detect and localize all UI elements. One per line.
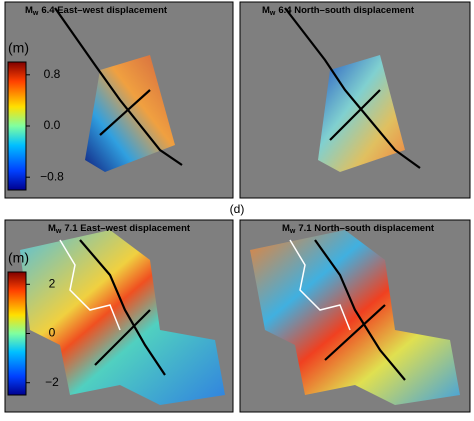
panel-title: Mw 7.1 North–south displacement xyxy=(282,223,435,235)
faults xyxy=(54,7,421,381)
figure-label: (d) xyxy=(230,202,245,216)
colorbar-tick-label: 2 xyxy=(49,276,56,290)
colorbar-tick-label: −0.8 xyxy=(40,169,64,183)
displacement-map xyxy=(20,230,225,405)
colorbar xyxy=(7,61,27,191)
colorbar xyxy=(7,271,27,396)
colorbar-tick-label: 0 xyxy=(49,326,56,340)
colorbar-tick-label: 0.0 xyxy=(44,118,61,132)
panels xyxy=(4,1,471,413)
contours xyxy=(59,239,351,331)
colorbar-unit: (m) xyxy=(8,250,29,266)
displacement-map xyxy=(318,55,405,172)
colorbar-unit: (m) xyxy=(8,40,29,56)
colorbar-tick-label: −2 xyxy=(45,375,59,389)
panel-title: Mw 7.1 East–west displacement xyxy=(48,223,191,235)
panel-title: Mw 6.4 North–south displacement xyxy=(262,5,415,17)
colorbar-tick-label: 0.8 xyxy=(44,67,61,81)
panel-title: Mw 6.4 East–west displacement xyxy=(25,5,168,17)
